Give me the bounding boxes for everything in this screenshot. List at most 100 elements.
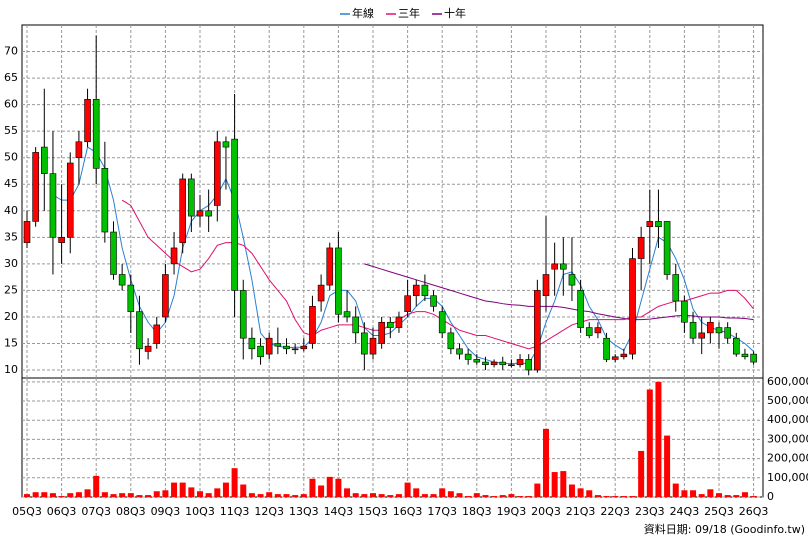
candle-body xyxy=(594,327,602,334)
volume-bar xyxy=(577,488,584,497)
candle-body xyxy=(153,324,161,344)
volume-bar xyxy=(672,483,679,497)
volume-bar xyxy=(24,494,30,497)
candle-body xyxy=(655,221,662,228)
volume-bar xyxy=(370,493,376,497)
candle-body xyxy=(369,337,377,355)
candle-body xyxy=(525,359,533,371)
candle-body xyxy=(698,332,706,339)
volume-bar xyxy=(266,492,273,497)
candle-body xyxy=(386,321,394,328)
x-tick-label: 13Q3 xyxy=(289,505,319,518)
candle-body xyxy=(326,247,334,286)
candle-body xyxy=(118,274,126,286)
source-note: 資料日期: 09/18 (Goodinfo.tw) xyxy=(644,522,805,536)
volume-bar xyxy=(586,490,593,497)
volume-bar xyxy=(145,495,152,497)
x-tick-label: 06Q3 xyxy=(47,505,77,518)
y-tick-label: 55 xyxy=(4,124,18,137)
volume-bar xyxy=(378,494,385,497)
volume-bar xyxy=(93,475,100,497)
volume-bar xyxy=(413,488,420,497)
y-tick-label: 600,000 xyxy=(767,375,808,388)
candle-body xyxy=(257,345,264,358)
volume-bar xyxy=(309,478,316,497)
volume-bar xyxy=(543,428,549,497)
candle-body xyxy=(214,141,221,206)
volume-bar xyxy=(465,496,472,497)
volume-bar xyxy=(326,476,333,497)
candle-body xyxy=(127,284,135,312)
y-tick-label: 65 xyxy=(4,71,18,84)
x-tick-label: 07Q3 xyxy=(81,505,111,518)
candle-body xyxy=(58,237,65,243)
candle-body xyxy=(559,263,567,270)
candle-body xyxy=(300,345,308,350)
ma-line xyxy=(364,263,754,321)
y-tick-label: 25 xyxy=(4,283,18,296)
x-tick-label: 25Q3 xyxy=(704,505,734,518)
volume-bar xyxy=(352,493,359,497)
legend-label: 三年 xyxy=(398,6,420,20)
x-tick-label: 18Q3 xyxy=(462,505,492,518)
candle-body xyxy=(144,345,152,352)
x-tick-label: 15Q3 xyxy=(358,505,388,518)
volume-bar xyxy=(716,493,722,497)
candle-body xyxy=(361,332,368,355)
x-tick-label: 22Q3 xyxy=(600,505,630,518)
candle-body xyxy=(23,221,31,243)
candle-body xyxy=(412,284,420,297)
volume-bar xyxy=(110,494,117,497)
candle-body xyxy=(732,337,740,355)
volume-bar xyxy=(499,495,506,497)
candle-body xyxy=(32,152,39,222)
y-tick-label: 20 xyxy=(4,310,18,323)
candle-body xyxy=(188,178,195,217)
candle-body xyxy=(585,327,593,336)
candle-body xyxy=(577,290,584,328)
candle-body xyxy=(715,327,723,334)
volume-bar xyxy=(41,492,48,497)
x-tick-label: 10Q3 xyxy=(185,505,215,518)
candle-body xyxy=(231,138,238,291)
volume-bar xyxy=(655,381,662,497)
y-tick-label: 15 xyxy=(4,336,18,349)
candle-body xyxy=(352,316,360,334)
y-tick-label: 45 xyxy=(4,177,18,190)
y-tick-label: 50 xyxy=(4,151,18,164)
candle-body xyxy=(421,284,429,297)
volume-bar xyxy=(292,495,299,497)
candle-body xyxy=(490,361,498,366)
legend-label: 年線 xyxy=(352,6,374,20)
volume-bar xyxy=(75,492,82,497)
volume-bar xyxy=(32,492,39,497)
candle-body xyxy=(84,99,91,143)
volume-bar xyxy=(231,468,238,497)
volume-bar xyxy=(681,490,688,497)
candle-body xyxy=(430,295,437,307)
y-tick-label: 30 xyxy=(4,257,18,270)
candle-body xyxy=(646,221,654,228)
candle-body xyxy=(404,295,411,312)
volume-bar xyxy=(620,496,627,497)
volume-bar xyxy=(560,471,567,497)
volume-bar xyxy=(395,494,402,497)
candle-body xyxy=(447,332,455,350)
volume-bar xyxy=(335,478,342,497)
candle-body xyxy=(516,359,524,366)
legend-label: 十年 xyxy=(444,6,466,20)
volume-bar xyxy=(67,493,74,497)
candle-body xyxy=(248,337,256,350)
volume-bar xyxy=(240,484,247,497)
candle-body xyxy=(482,361,489,366)
volume-bar xyxy=(447,491,454,497)
y-tick-label: 400,000 xyxy=(767,413,808,426)
candle-body xyxy=(179,178,186,243)
x-tick-label: 12Q3 xyxy=(254,505,284,518)
volume-bar xyxy=(594,495,601,497)
candle-body xyxy=(222,141,230,148)
x-tick-label: 14Q3 xyxy=(324,505,354,518)
y-tick-label: 0 xyxy=(767,490,774,503)
volume-bar xyxy=(612,496,619,497)
candle-body xyxy=(335,247,342,315)
